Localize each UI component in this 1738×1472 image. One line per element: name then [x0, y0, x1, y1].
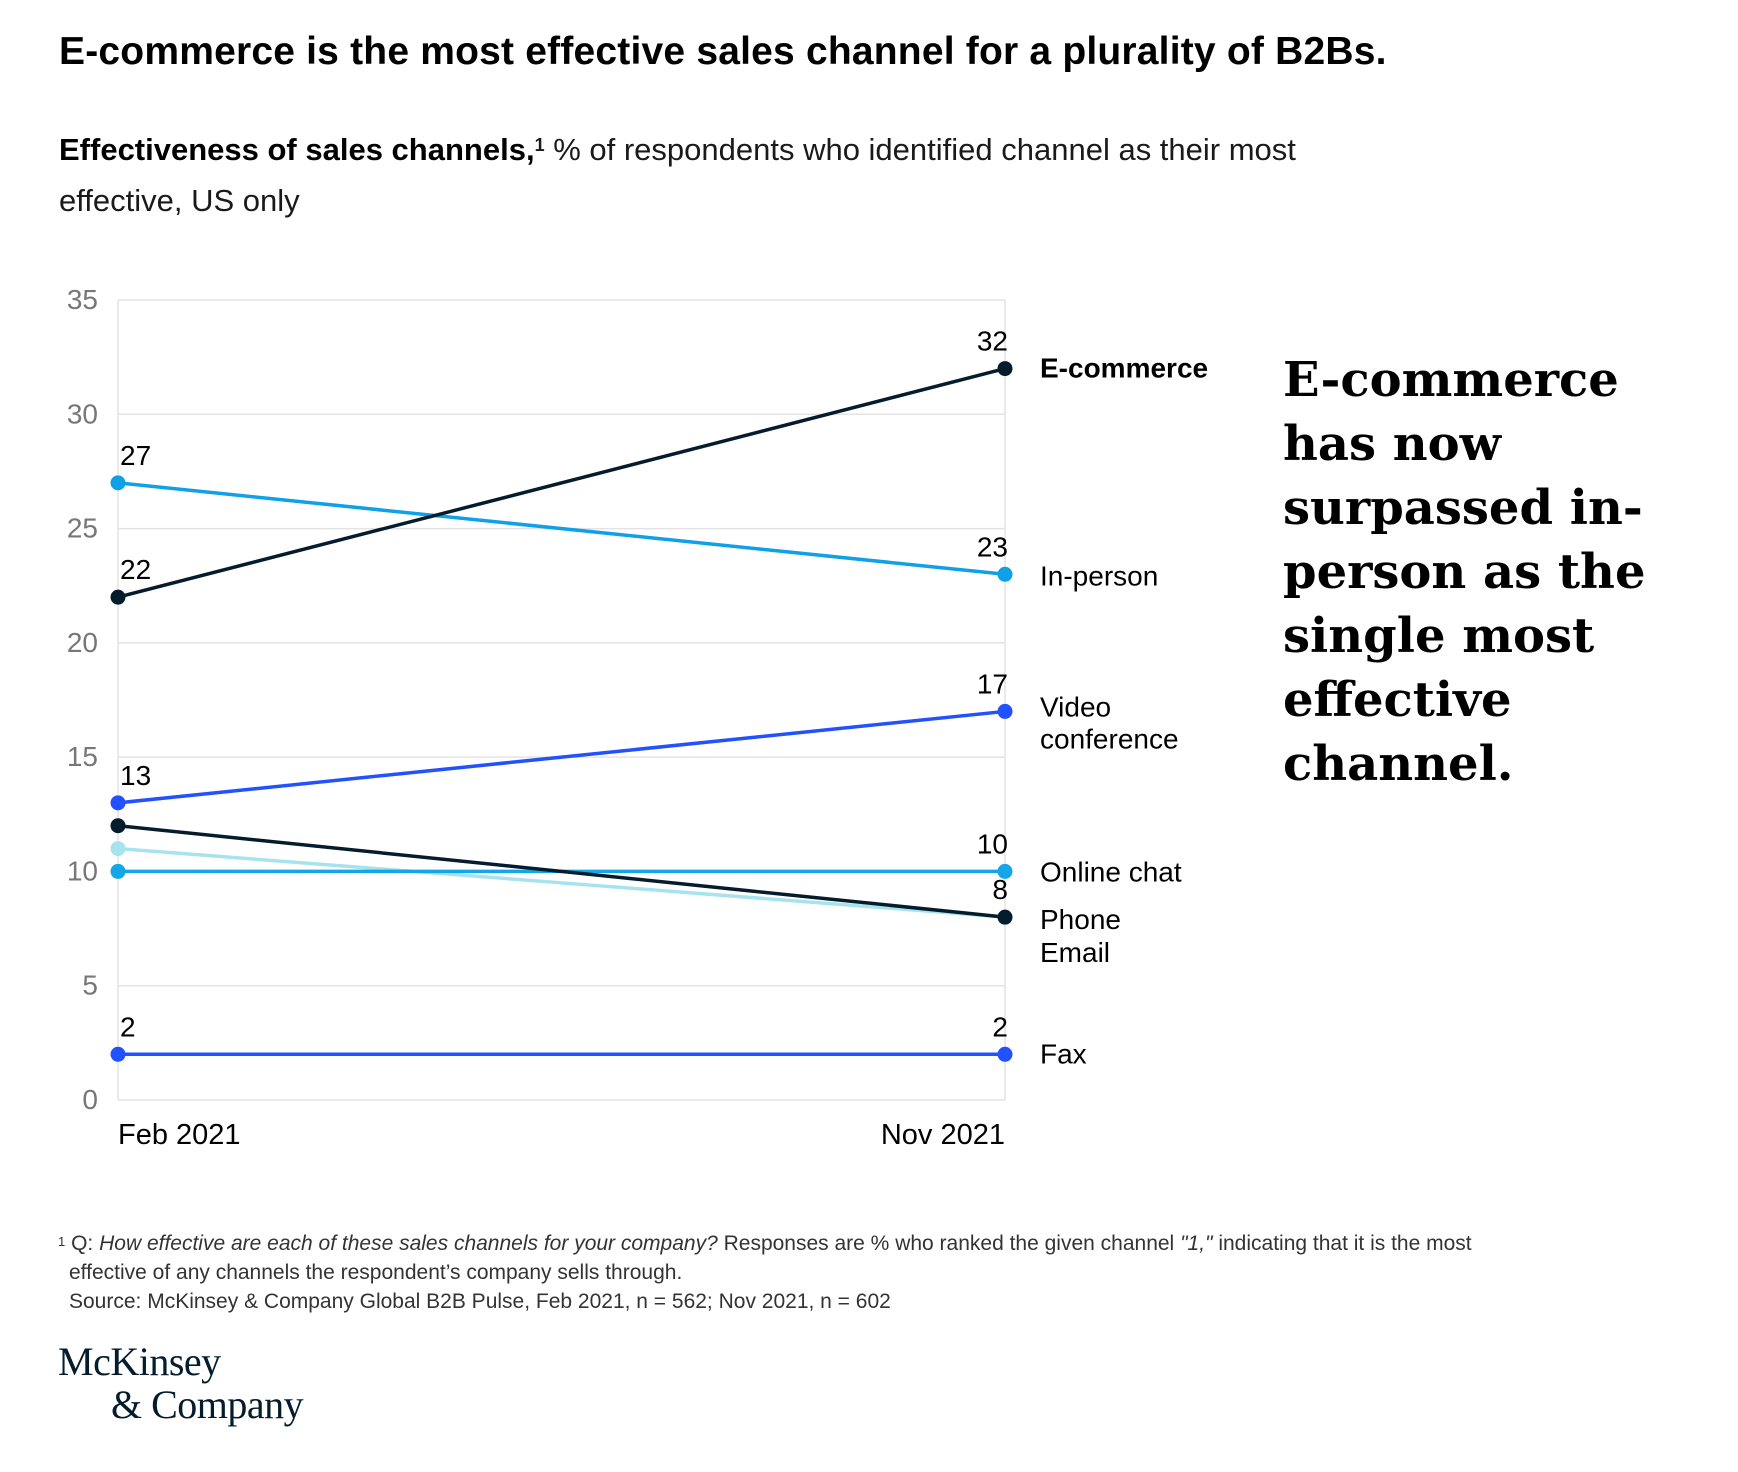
footnote-q-prefix: Q: [71, 1232, 100, 1255]
value-label-phone-1: 8 [992, 874, 1008, 905]
value-label-fax-0: 2 [120, 1011, 136, 1042]
footnote-source: Source: McKinsey & Company Global B2B Pu… [69, 1290, 891, 1313]
subtitle-rest: % of respondents who identified channel … [59, 132, 1296, 218]
point-online-chat-0 [110, 863, 126, 879]
point-phone-0 [110, 818, 126, 834]
series-name-email: Email [1040, 937, 1110, 968]
subtitle-footnote-marker: 1 [534, 135, 545, 155]
series-name-e-commerce: E-commerce [1040, 353, 1208, 384]
point-e-commerce-1 [997, 361, 1013, 377]
callout-text: E-commerce has now surpassed in-person a… [1283, 352, 1646, 792]
value-label-e-commerce-1: 32 [977, 326, 1008, 357]
series-name-fax: Fax [1040, 1038, 1087, 1069]
footnote-marker: 1 [58, 1234, 66, 1249]
point-video-conference-0 [110, 795, 126, 811]
series-line-in-person [117, 481, 1006, 577]
series-name-in-person: In-person [1040, 560, 1158, 591]
x-tick-nov-2021: Nov 2021 [881, 1119, 1005, 1151]
value-label-in-person-1: 23 [977, 531, 1008, 562]
footnote-q-quote: "1," [1180, 1232, 1213, 1255]
point-in-person-1 [997, 566, 1013, 582]
value-label-online-chat-1: 10 [977, 828, 1008, 859]
series-name-phone: Phone [1040, 904, 1121, 935]
y-tick-25: 25 [67, 513, 98, 544]
subtitle-bold: Effectiveness of sales channels, [59, 132, 535, 167]
logo-line-1: McKinsey [58, 1339, 221, 1384]
series-line-email [117, 846, 1006, 919]
point-phone-1 [997, 909, 1013, 925]
chart-subtitle: Effectiveness of sales channels,1 % of r… [59, 124, 1359, 226]
point-e-commerce-0 [110, 589, 126, 605]
value-label-video-conference-1: 17 [977, 668, 1008, 699]
footnote: 1 Q: How effective are each of these sal… [58, 1229, 1638, 1316]
logo-line-2: & Company [111, 1382, 304, 1427]
series-name-video-conference-0: Video [1040, 691, 1111, 722]
chart-title: E-commerce is the most effective sales c… [59, 30, 1387, 73]
value-label-in-person-0: 27 [120, 440, 151, 471]
value-label-e-commerce-0: 22 [120, 554, 151, 585]
footnote-line-2: effective of any channels the respondent… [69, 1261, 683, 1284]
y-tick-30: 30 [67, 398, 98, 429]
footnote-q-end: indicating that it is the most [1212, 1232, 1472, 1255]
y-tick-15: 15 [67, 741, 98, 772]
y-tick-35: 35 [67, 284, 98, 315]
footnote-q-mid: Responses are % who ranked the given cha… [717, 1232, 1181, 1255]
footnote-question: How effective are each of these sales ch… [99, 1232, 718, 1255]
point-online-chat-1 [997, 863, 1013, 879]
series-name-video-conference-1: conference [1040, 723, 1179, 754]
value-label-video-conference-0: 13 [120, 760, 151, 791]
point-fax-1 [997, 1046, 1013, 1062]
series-line-e-commerce [117, 366, 1006, 599]
footnote-line-1: 1 Q: How effective are each of these sal… [58, 1229, 1638, 1258]
point-email-0 [110, 841, 126, 857]
series-line-video-conference [117, 709, 1006, 805]
series-line-phone [117, 823, 1006, 919]
value-label-fax-1: 2 [992, 1011, 1008, 1042]
y-tick-0: 0 [82, 1084, 98, 1115]
y-tick-10: 10 [67, 855, 98, 886]
mckinsey-logo: McKinsey & Company [58, 1339, 304, 1427]
y-tick-20: 20 [67, 627, 98, 658]
point-video-conference-1 [997, 703, 1013, 719]
x-tick-feb-2021: Feb 2021 [118, 1119, 241, 1151]
point-fax-0 [110, 1046, 126, 1062]
y-tick-5: 5 [82, 970, 98, 1001]
point-in-person-0 [110, 475, 126, 491]
series-name-online-chat: Online chat [1040, 856, 1182, 887]
